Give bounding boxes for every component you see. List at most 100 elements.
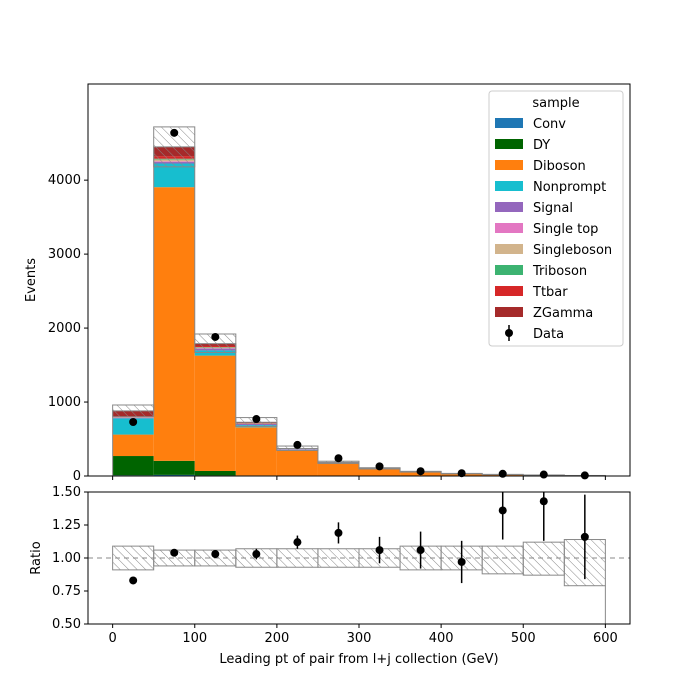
legend-title: sample	[532, 96, 579, 111]
y-tick-label: 0	[73, 469, 81, 484]
bar-dy-bin-0	[112, 456, 154, 476]
legend-swatch-triboson	[495, 265, 523, 275]
ratio-points	[129, 492, 589, 585]
ratio-point	[580, 532, 589, 541]
ratio-point	[334, 528, 343, 537]
ratio-point	[498, 506, 507, 515]
ratio-y-tick-label: 0.75	[52, 584, 81, 599]
legend-swatch-signal	[495, 202, 523, 212]
bar-nonprompt-bin-1	[153, 163, 195, 188]
x-axis-ticks: 0 100 200 300 400 500 600	[108, 624, 618, 646]
bar-conv-bin-1	[153, 474, 195, 476]
data-point	[252, 415, 261, 424]
ratio-uncertainty-band	[112, 539, 606, 624]
legend-label-zgamma: ZGamma	[533, 306, 593, 321]
legend-swatch-diboson	[495, 160, 523, 170]
x-tick-label: 600	[593, 631, 618, 646]
legend-label-ttbar: Ttbar	[532, 285, 568, 300]
bar-diboson-bin-6	[359, 468, 401, 476]
ratio-point	[170, 548, 179, 557]
data-point	[457, 469, 466, 478]
x-tick-label: 500	[511, 631, 536, 646]
legend-items: Conv DY Diboson Nonprompt Signal Single top Si…	[495, 117, 612, 321]
legend-swatch-nonprompt	[495, 181, 523, 191]
ratio-y-tick-label: 1.50	[52, 485, 81, 500]
data-point	[293, 440, 302, 449]
legend-entry-data: Data	[505, 325, 564, 342]
legend-swatch-conv	[495, 118, 523, 128]
data-points	[129, 128, 589, 480]
x-tick-label: 200	[264, 631, 289, 646]
ratio-point	[539, 497, 548, 506]
uncertainty-band-bin-0	[112, 404, 155, 418]
ratio-y-tick-label: 1.00	[52, 551, 81, 566]
legend-label-dy: DY	[533, 138, 550, 153]
legend-label-data: Data	[533, 327, 564, 342]
legend-swatch-single-top	[495, 223, 523, 233]
ratio-panel: 0.50 0.75 1.00 1.25 1.50 0 100 200 300 400 500 600…	[29, 485, 631, 667]
bar-diboson-bin-5	[317, 463, 359, 476]
bar-diboson-bin-0	[112, 434, 154, 457]
ratio-point	[416, 546, 425, 555]
bar-diboson-bin-1	[153, 187, 195, 461]
legend-swatch-dy	[495, 139, 523, 149]
legend-data-marker	[505, 329, 513, 337]
legend-label-nonprompt: Nonprompt	[533, 180, 606, 195]
y-axis-label: Events	[24, 258, 39, 302]
main-plot-frame	[87, 83, 631, 477]
ratio-band-bin-10	[522, 541, 565, 576]
legend: sample Conv DY Diboson Nonprompt Signal Singl…	[488, 90, 624, 347]
legend-label-triboson: Triboson	[532, 264, 587, 279]
legend-label-signal: Signal	[533, 201, 573, 216]
legend-box	[488, 90, 624, 347]
data-point	[211, 332, 220, 341]
x-tick-label: 100	[182, 631, 207, 646]
legend-label-single-top: Single top	[533, 222, 598, 237]
ratio-y-axis-label: Ratio	[29, 541, 44, 574]
ratio-point	[252, 550, 261, 559]
data-point	[498, 469, 507, 478]
bar-nonprompt-bin-2	[194, 350, 236, 356]
legend-swatch-singleboson	[495, 244, 523, 254]
data-point	[580, 471, 589, 480]
main-histogram-panel: 0 1000 2000 3000 4000 Events sample Conv DY Di…	[24, 83, 631, 484]
y-tick-label: 3000	[48, 247, 81, 262]
bar-diboson-bin-4	[276, 450, 318, 476]
ratio-y-tick-label: 1.25	[52, 518, 81, 533]
x-tick-label: 400	[429, 631, 454, 646]
data-point	[375, 462, 384, 471]
data-point	[334, 454, 343, 463]
bar-nonprompt-bin-0	[112, 418, 154, 435]
ratio-point	[211, 550, 220, 559]
data-point	[416, 467, 425, 476]
data-point	[170, 128, 179, 137]
legend-label-singleboson: Singleboson	[533, 243, 612, 258]
ratio-plot-frame	[87, 491, 631, 625]
legend-label-diboson: Diboson	[533, 159, 586, 174]
data-point	[539, 470, 548, 479]
ratio-point	[457, 557, 466, 566]
x-axis-ticks-top	[112, 476, 606, 480]
y-tick-label: 1000	[48, 395, 81, 410]
bar-diboson-bin-2	[194, 355, 236, 471]
legend-swatch-ttbar	[495, 286, 523, 296]
legend-swatch-zgamma	[495, 307, 523, 317]
legend-label-conv: Conv	[533, 117, 566, 132]
ratio-point	[129, 576, 138, 585]
ratio-y-axis-ticks: 0.50 0.75 1.00 1.25 1.50	[52, 485, 88, 632]
ratio-band-bin-9	[481, 545, 524, 575]
bar-diboson-bin-3	[235, 427, 277, 476]
x-tick-label: 300	[347, 631, 372, 646]
x-tick-label: 0	[108, 631, 116, 646]
ratio-point	[293, 538, 302, 547]
y-tick-label: 2000	[48, 321, 81, 336]
bar-dy-bin-1	[153, 460, 195, 475]
x-axis-label: Leading pt of pair from l+j collection (…	[219, 652, 498, 667]
ratio-point	[375, 546, 384, 555]
y-tick-label: 4000	[48, 173, 81, 188]
data-point	[129, 418, 138, 427]
ratio-y-tick-label: 0.50	[52, 617, 81, 632]
bar-dy-bin-2	[194, 470, 236, 476]
y-axis-ticks: 0 1000 2000 3000 4000	[48, 173, 88, 484]
